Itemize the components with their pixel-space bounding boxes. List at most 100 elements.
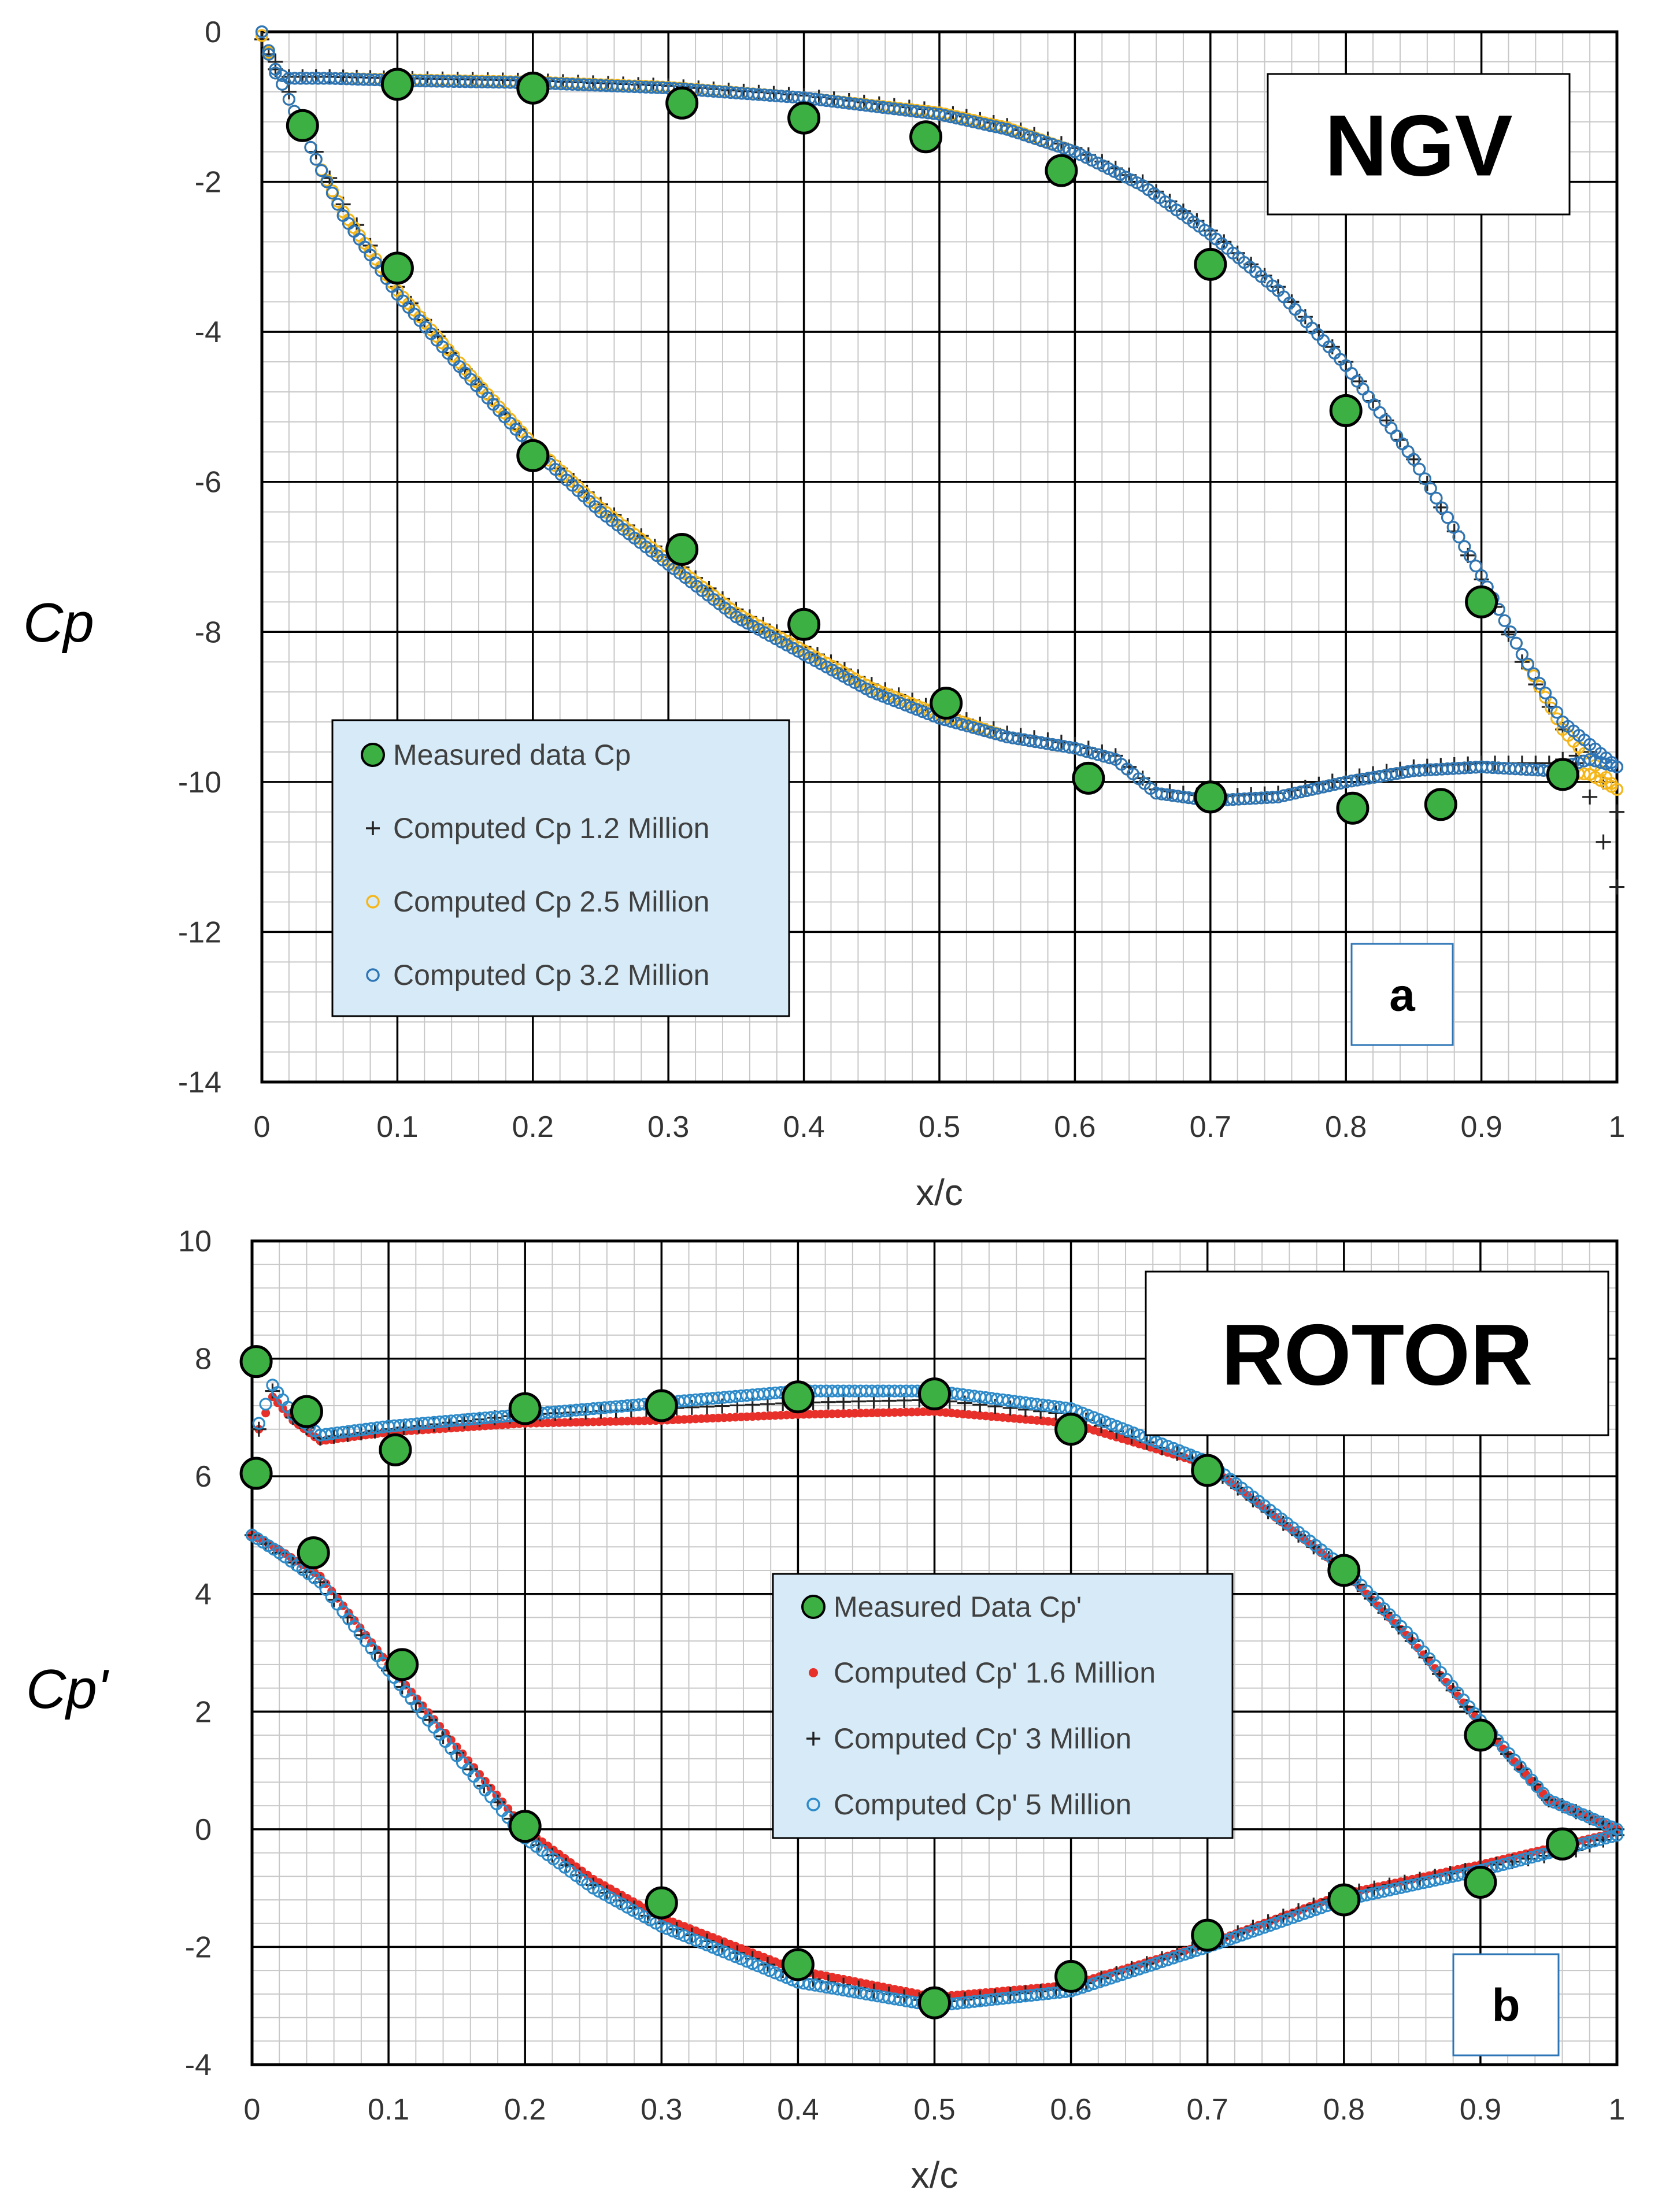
data-point bbox=[1098, 1415, 1112, 1429]
data-point bbox=[1023, 130, 1037, 143]
data-point bbox=[752, 1959, 765, 1973]
data-point bbox=[899, 698, 912, 712]
data-point bbox=[1458, 540, 1471, 553]
data-point bbox=[1373, 406, 1386, 419]
data-point bbox=[1576, 1808, 1590, 1821]
x-tick-label: 0.3 bbox=[641, 2093, 682, 2126]
data-point bbox=[1216, 234, 1232, 250]
y-tick-label: 2 bbox=[195, 1695, 212, 1729]
x-tick-label: 0.9 bbox=[1460, 2093, 1501, 2126]
x-tick-label: 0.6 bbox=[1050, 2093, 1091, 2126]
data-point bbox=[665, 86, 699, 120]
data-point bbox=[286, 109, 319, 142]
x-tick-label: 0.2 bbox=[512, 1110, 554, 1144]
x-tick-label: 0.3 bbox=[647, 1110, 689, 1144]
data-point bbox=[269, 62, 282, 76]
data-point bbox=[930, 687, 963, 720]
x-tick-label: 0 bbox=[244, 2093, 261, 2126]
data-point bbox=[261, 1409, 271, 1418]
legend-marker bbox=[801, 1595, 826, 1619]
data-point bbox=[1006, 124, 1020, 138]
legend-label: Computed Cp' 5 Million bbox=[834, 1788, 1131, 1821]
data-point bbox=[746, 1957, 759, 1970]
data-point bbox=[1121, 1424, 1135, 1437]
data-point bbox=[1155, 1437, 1169, 1451]
x-tick-label: 0.4 bbox=[777, 2093, 819, 2126]
data-point bbox=[1002, 1400, 1018, 1416]
data-point bbox=[666, 1924, 680, 1937]
data-point bbox=[1446, 521, 1460, 534]
data-point bbox=[1599, 1818, 1612, 1831]
data-point bbox=[1068, 742, 1082, 755]
data-point bbox=[1327, 1554, 1361, 1587]
data-point bbox=[252, 1417, 265, 1430]
data-point bbox=[1184, 1946, 1197, 1959]
data-point bbox=[1345, 366, 1359, 380]
x-tick-label: 0.1 bbox=[376, 1110, 418, 1144]
legend-label: Computed Cp' 3 Million bbox=[834, 1722, 1131, 1755]
data-point bbox=[909, 120, 943, 154]
data-point bbox=[1469, 560, 1482, 573]
data-point bbox=[1280, 1913, 1294, 1926]
data-point bbox=[1093, 1975, 1106, 1988]
data-point bbox=[1001, 123, 1014, 136]
x-tick-label: 0.4 bbox=[783, 1110, 824, 1144]
data-point bbox=[297, 1536, 330, 1569]
data-point bbox=[781, 1948, 815, 1981]
data-point bbox=[1418, 472, 1432, 486]
panel-tag-label: NGV bbox=[1324, 97, 1512, 194]
data-point bbox=[1040, 136, 1053, 149]
x-axis-title: x/c bbox=[916, 1172, 963, 1213]
y-tick-label: 8 bbox=[195, 1343, 212, 1376]
data-point bbox=[1252, 1922, 1265, 1936]
data-point bbox=[645, 1886, 678, 1920]
data-point bbox=[1582, 1836, 1595, 1849]
data-point bbox=[1161, 1953, 1174, 1966]
chart-panel-b: 0 0.1 0.2 0.3 0.4 0.5 0.6 0.7 0.8 0.9 1 10 8 6 4 2 0 -2 -4… bbox=[26, 1225, 1625, 2196]
x-tick-label: 0.1 bbox=[368, 2093, 409, 2126]
data-point bbox=[1430, 491, 1443, 505]
data-point bbox=[1045, 154, 1078, 187]
data-point bbox=[916, 705, 929, 718]
data-point bbox=[1103, 751, 1116, 765]
data-point bbox=[255, 25, 269, 39]
data-point bbox=[1054, 1413, 1088, 1446]
data-point bbox=[1150, 1435, 1163, 1448]
data-point bbox=[763, 1964, 776, 1977]
data-point bbox=[1587, 1835, 1601, 1848]
data-point bbox=[1539, 686, 1552, 700]
data-point bbox=[1184, 1448, 1197, 1462]
data-point bbox=[1121, 759, 1137, 775]
data-point bbox=[905, 701, 918, 714]
data-point bbox=[695, 1936, 708, 1950]
data-point bbox=[282, 92, 295, 106]
data-point bbox=[1593, 1833, 1607, 1846]
data-point bbox=[887, 694, 901, 707]
data-point bbox=[1385, 421, 1398, 435]
x-tick-label: 0.7 bbox=[1187, 2093, 1228, 2126]
data-point bbox=[1498, 614, 1511, 627]
legend-box bbox=[331, 719, 790, 1017]
data-point bbox=[1504, 625, 1517, 639]
data-point bbox=[269, 66, 282, 80]
x-tick-label: 0.8 bbox=[1323, 2093, 1365, 2126]
data-point bbox=[989, 727, 1002, 740]
y-tick-label: 0 bbox=[195, 1813, 212, 1847]
data-point bbox=[734, 1952, 748, 1966]
y-tick-label: -8 bbox=[195, 616, 221, 649]
data-point bbox=[1464, 1865, 1497, 1899]
data-point bbox=[1110, 1970, 1123, 1983]
data-point bbox=[1609, 879, 1624, 895]
legend-marker bbox=[366, 968, 380, 982]
data-point bbox=[1441, 511, 1454, 524]
legend-marker bbox=[806, 1732, 820, 1746]
chart-panel-a: 0 0.1 0.2 0.3 0.4 0.5 0.6 0.7 0.8 0.9 1 0 -2 -4 -6 -8 -1… bbox=[23, 16, 1625, 1213]
x-tick-label: 0.5 bbox=[919, 1110, 960, 1144]
data-point bbox=[1191, 1918, 1224, 1952]
series-computed-cp-3-2-million bbox=[255, 25, 1624, 807]
data-point bbox=[1223, 1932, 1237, 1946]
data-point bbox=[1292, 1909, 1305, 1922]
data-point bbox=[1241, 1926, 1254, 1940]
data-point bbox=[1046, 138, 1059, 151]
